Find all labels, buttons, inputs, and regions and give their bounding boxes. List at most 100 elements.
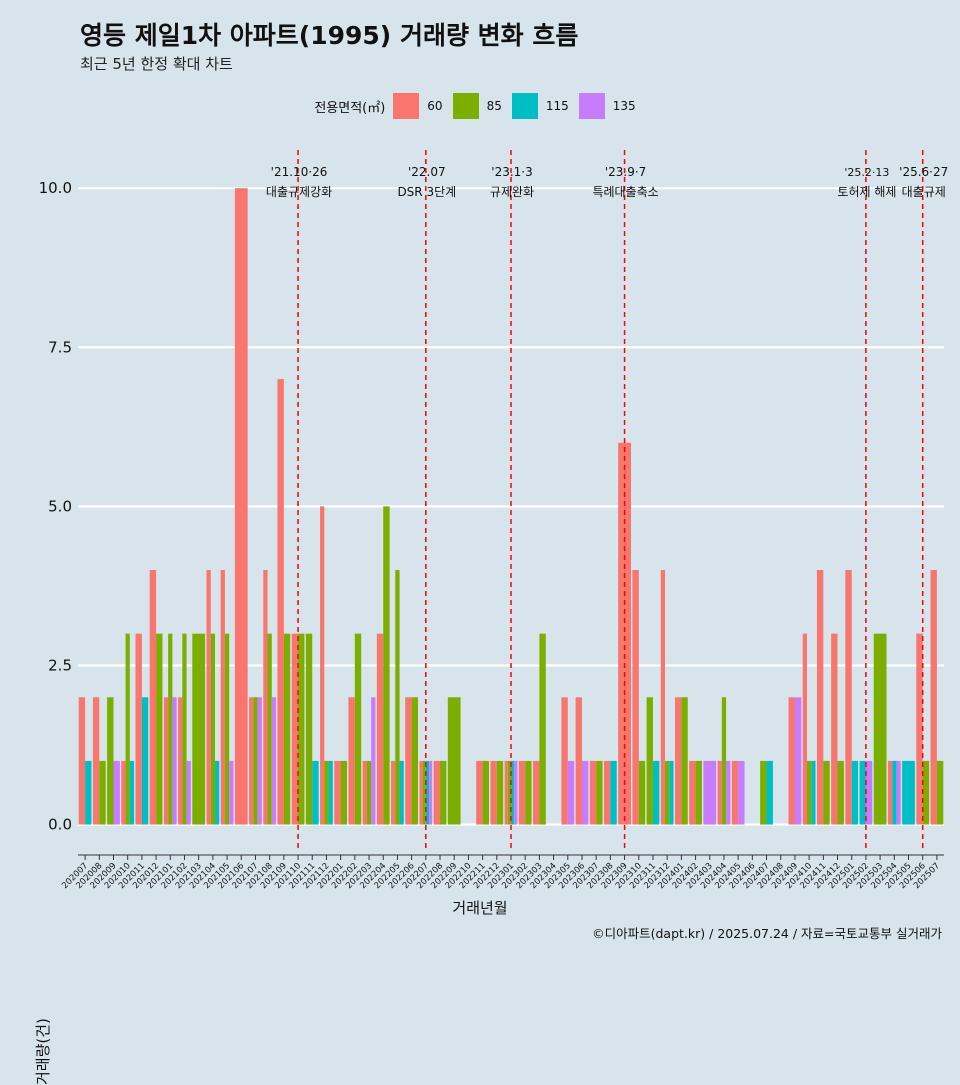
legend-item-60: 60 bbox=[393, 93, 443, 119]
bar-202504-60 bbox=[887, 760, 893, 825]
x-axis-title: 거래년월 bbox=[452, 899, 508, 917]
legend-label-115: 115 bbox=[545, 99, 569, 113]
bar-202308-115 bbox=[610, 760, 617, 825]
bar-202502-135 bbox=[865, 760, 873, 825]
bar-202507-60 bbox=[930, 570, 937, 825]
bar-202402-60 bbox=[689, 760, 696, 825]
bar-202301-85 bbox=[507, 760, 511, 825]
bar-chart: 0.02.55.07.510.0202007202008202009202010… bbox=[39, 150, 948, 891]
bar-202012-60 bbox=[149, 570, 157, 825]
bar-202104-85 bbox=[210, 633, 215, 825]
chart-subtitle: 최근 5년 한정 확대 차트 bbox=[80, 55, 233, 73]
bar-202206-85 bbox=[411, 697, 419, 825]
bar-202105-60 bbox=[220, 570, 225, 825]
bar-202202-60 bbox=[348, 697, 355, 825]
bar-202205-60 bbox=[391, 760, 396, 825]
bar-202411-60 bbox=[816, 570, 824, 825]
bar-202404-135 bbox=[726, 760, 731, 825]
bar-202312-115 bbox=[669, 760, 674, 825]
bar-202008-85 bbox=[99, 760, 106, 825]
bar-202301-60 bbox=[504, 760, 508, 825]
legend-item-115: 115 bbox=[511, 93, 569, 119]
legend-label-85: 85 bbox=[486, 99, 502, 113]
bar-202112-85 bbox=[324, 760, 329, 825]
chart-title: 영등 제일1차 아파트(1995) 거래량 변화 흐름 bbox=[80, 21, 579, 50]
bar-202309-60 bbox=[618, 442, 631, 825]
event-date-3: '23.9·7 bbox=[605, 165, 646, 179]
bar-202108-135 bbox=[271, 697, 277, 825]
bar-202410-85 bbox=[807, 760, 812, 825]
bar-202311-85 bbox=[646, 697, 653, 825]
bar-202412-85 bbox=[837, 760, 844, 825]
bar-202012-85 bbox=[156, 633, 163, 825]
bar-202412-60 bbox=[831, 633, 838, 825]
bar-202506-60 bbox=[916, 633, 923, 825]
bar-202103-85 bbox=[192, 633, 206, 825]
event-date-2: '23.1·3 bbox=[491, 165, 532, 179]
bar-202410-115 bbox=[811, 760, 816, 825]
bar-202107-60 bbox=[249, 697, 254, 825]
event-date-0: '21.10·26 bbox=[271, 165, 328, 179]
bar-202104-115 bbox=[214, 760, 220, 825]
bar-202009-85 bbox=[107, 697, 114, 825]
bar-202008-60 bbox=[92, 697, 100, 825]
bar-202504-115 bbox=[892, 760, 897, 825]
legend-label-60: 60 bbox=[427, 99, 443, 113]
bar-202108-60 bbox=[263, 570, 268, 825]
bar-202311-115 bbox=[652, 760, 660, 825]
bar-202109-60 bbox=[277, 379, 284, 825]
bar-202211-85 bbox=[482, 760, 489, 825]
bar-202207-85 bbox=[422, 760, 426, 825]
bar-202407-85 bbox=[760, 760, 767, 825]
legend-key-60 bbox=[393, 93, 420, 119]
legend-key-135 bbox=[578, 93, 605, 119]
bar-202107-135 bbox=[257, 697, 262, 825]
bar-202111-85 bbox=[305, 633, 313, 825]
bar-202011-115 bbox=[141, 697, 149, 825]
y-tick-label-3: 7.5 bbox=[48, 338, 72, 356]
bar-202306-135 bbox=[581, 760, 589, 825]
bar-202204-85 bbox=[383, 506, 390, 825]
bar-202203-85 bbox=[366, 760, 372, 825]
bar-202208-60 bbox=[433, 760, 441, 825]
y-tick-label-0: 0.0 bbox=[48, 816, 72, 834]
bar-202302-85 bbox=[525, 760, 532, 825]
bar-202007-115 bbox=[85, 760, 92, 825]
bar-202407-115 bbox=[766, 760, 773, 825]
y-axis-title: 거래량(건) bbox=[34, 1018, 52, 1085]
bar-202312-60 bbox=[660, 570, 666, 825]
bar-202306-60 bbox=[575, 697, 582, 825]
bar-202305-60 bbox=[561, 697, 568, 825]
event-label-0: 대출규제강화 bbox=[266, 185, 332, 199]
bar-202401-85 bbox=[681, 697, 688, 825]
bar-202302-60 bbox=[518, 760, 526, 825]
legend: 전용면적(㎡) 60 85 115 135 bbox=[0, 93, 960, 119]
bar-202312-85 bbox=[665, 760, 670, 825]
bar-202503-85 bbox=[873, 633, 887, 825]
bar-202410-60 bbox=[802, 633, 808, 825]
legend-title: 전용면적(㎡) bbox=[314, 100, 386, 116]
event-label-3: 특례대출축소 bbox=[592, 185, 658, 199]
bar-202105-135 bbox=[229, 760, 234, 825]
bar-202108-85 bbox=[267, 633, 272, 825]
source-caption: ©디아파트(dapt.kr) / 2025.07.24 / 자료=국토교통부 실… bbox=[592, 926, 942, 941]
event-date-4: '25.2·13 bbox=[844, 166, 889, 179]
event-label-2: 규제완화 bbox=[490, 185, 534, 199]
bar-202502-115 bbox=[859, 760, 866, 825]
bar-202310-60 bbox=[632, 570, 639, 825]
bar-202505-115 bbox=[902, 760, 915, 825]
bar-202102-85 bbox=[182, 633, 187, 825]
legend-item-85: 85 bbox=[452, 93, 502, 119]
bar-202102-135 bbox=[186, 760, 191, 825]
bar-202104-60 bbox=[206, 570, 211, 825]
bar-202007-60 bbox=[78, 697, 86, 825]
legend-key-115 bbox=[511, 93, 538, 119]
bar-202506-85 bbox=[922, 760, 930, 825]
bar-202305-135 bbox=[567, 760, 575, 825]
bar-202404-85 bbox=[721, 697, 727, 825]
bar-202202-85 bbox=[354, 633, 362, 825]
bar-202101-135 bbox=[172, 697, 177, 825]
bar-202205-115 bbox=[399, 760, 404, 825]
bar-202010-60 bbox=[121, 760, 126, 825]
bar-202112-60 bbox=[320, 506, 325, 825]
